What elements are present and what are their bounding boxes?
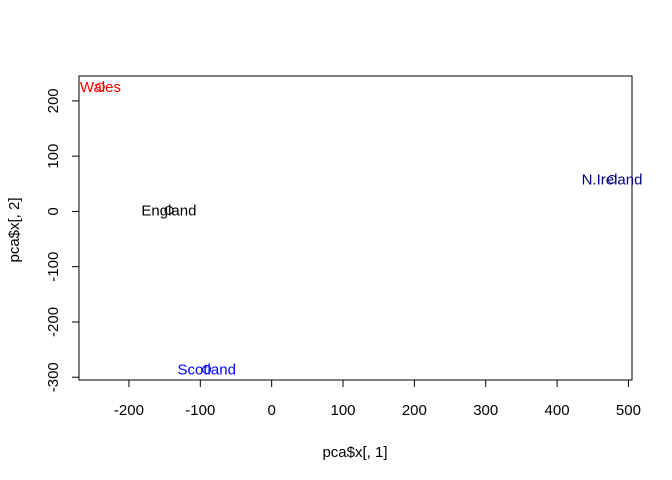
x-tick-label: -100 <box>185 402 215 419</box>
y-tick-label: 0 <box>45 207 62 215</box>
y-tick-label: -100 <box>45 252 62 282</box>
point-label: England <box>141 202 196 219</box>
point-label: Wales <box>80 79 121 96</box>
x-tick-label: 500 <box>616 402 641 419</box>
y-axis-label: pca$x[, 2] <box>6 197 23 262</box>
point-label: N.Ireland <box>582 171 643 188</box>
data-point: N.Ireland <box>582 171 643 188</box>
x-axis-label: pca$x[, 1] <box>322 444 387 461</box>
x-tick-label: 200 <box>402 402 427 419</box>
x-tick-label: 400 <box>545 402 570 419</box>
x-tick-label: 100 <box>330 402 355 419</box>
y-tick-label: 100 <box>45 144 62 169</box>
point-marker <box>202 364 212 374</box>
data-point: England <box>141 202 196 219</box>
point-label: Scotland <box>178 361 236 378</box>
x-tick-label: -200 <box>114 402 144 419</box>
y-tick-label: -300 <box>45 362 62 392</box>
point-marker <box>607 174 617 184</box>
y-tick-label: -200 <box>45 307 62 337</box>
point-marker <box>95 82 105 92</box>
data-point: Scotland <box>178 361 236 378</box>
x-tick-label: 0 <box>267 402 275 419</box>
x-tick-label: 300 <box>473 402 498 419</box>
data-point: Wales <box>80 79 121 96</box>
plot-frame <box>78 75 633 381</box>
y-tick-label: 200 <box>45 88 62 113</box>
point-marker <box>164 205 174 215</box>
